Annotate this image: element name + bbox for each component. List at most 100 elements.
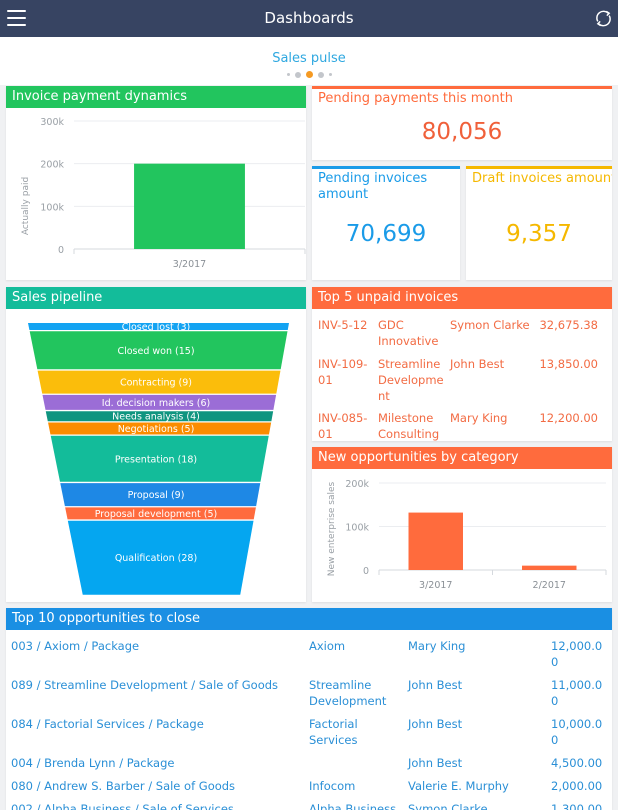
funnel-stage-label: Id. decision makers (6) bbox=[102, 398, 210, 409]
hamburger-menu-icon[interactable] bbox=[7, 10, 26, 26]
dashboard-header: Sales pulse bbox=[0, 37, 618, 85]
widget-title: Top 10 opportunities to close bbox=[6, 608, 612, 630]
bar[interactable] bbox=[408, 512, 463, 570]
opportunity-owner: Symon Clarke bbox=[408, 802, 488, 810]
bar[interactable] bbox=[134, 163, 245, 249]
funnel-stage[interactable] bbox=[29, 331, 288, 370]
sales-pipeline-funnel: Closed lost (3) Closed won (15) Contractin… bbox=[28, 322, 289, 595]
pending-invoices-widget[interactable]: Pending invoices amount 70,699 bbox=[312, 166, 460, 280]
metric-accent-bar bbox=[312, 166, 460, 169]
invoice-amount: 32,675.38 bbox=[539, 318, 598, 332]
funnel-stage[interactable] bbox=[67, 520, 254, 595]
opportunity-name[interactable]: 003 / Axiom / Package bbox=[11, 639, 140, 653]
funnel-stage-label: Presentation (18) bbox=[115, 454, 197, 465]
opportunity-name[interactable]: 084 / Factorial Services / Package bbox=[11, 717, 204, 731]
opportunity-account: Infocom bbox=[309, 779, 356, 793]
draft-invoices-widget[interactable]: Draft invoices amount 9,357 bbox=[466, 166, 612, 280]
opportunity-name[interactable]: 089 / Streamline Development / Sale of G… bbox=[11, 678, 279, 692]
opportunity-name[interactable]: 002 / Alpha Business / Sale of Services bbox=[11, 802, 234, 810]
widget-title: Top 5 unpaid invoices bbox=[312, 287, 612, 309]
opportunity-account: Alpha Business bbox=[309, 802, 397, 810]
invoice-owner: John Best bbox=[450, 357, 505, 371]
invoice-number: INV-085- 01 bbox=[318, 411, 368, 441]
top-unpaid-invoices-widget[interactable]: Top 5 unpaid invoices INV-5-12 GDC Innovat… bbox=[312, 287, 612, 441]
opportunity-owner: John Best bbox=[408, 717, 463, 731]
opportunity-amount: 12,000.0 0 bbox=[551, 639, 603, 669]
opportunity-account: Factorial Services bbox=[309, 717, 358, 747]
y-tick-label: 0 bbox=[58, 245, 64, 256]
opportunity-amount: 11,000.0 0 bbox=[551, 678, 603, 708]
x-tick-label: 2/2017 bbox=[533, 580, 566, 591]
metric-value: 80,056 bbox=[421, 119, 503, 145]
funnel-stage[interactable] bbox=[50, 435, 269, 482]
funnel-stage[interactable] bbox=[37, 370, 281, 394]
invoice-amount: 13,850.00 bbox=[539, 357, 598, 371]
widget-title: New opportunities by category bbox=[312, 447, 612, 469]
y-tick-label: 300k bbox=[40, 117, 64, 128]
page-dot[interactable] bbox=[328, 73, 332, 76]
metric-title: Pending invoices amount bbox=[318, 171, 428, 202]
widget-title: Sales pipeline bbox=[6, 287, 306, 309]
invoice-amount: 12,200.00 bbox=[539, 411, 598, 425]
page-dot-active[interactable] bbox=[305, 71, 313, 78]
invoice-owner: Mary King bbox=[450, 411, 508, 425]
opportunity-amount: 4,500.00 bbox=[551, 756, 603, 770]
bar[interactable] bbox=[522, 565, 577, 570]
invoice-account: GDC Innovative bbox=[378, 318, 439, 348]
y-tick-label: 100k bbox=[345, 523, 369, 534]
metric-value: 70,699 bbox=[345, 221, 427, 247]
funnel-stage[interactable] bbox=[28, 323, 289, 330]
funnel-stage-label: Proposal (9) bbox=[128, 490, 185, 501]
funnel-stage[interactable] bbox=[65, 507, 256, 520]
invoice-owner: Symon Clarke bbox=[450, 318, 530, 332]
page-dot[interactable] bbox=[294, 71, 301, 78]
widget-title: Invoice payment dynamics bbox=[6, 86, 306, 108]
opportunity-name[interactable]: 080 / Andrew S. Barber / Sale of Goods bbox=[11, 779, 236, 793]
metric-title: Pending payments this month bbox=[318, 91, 513, 106]
funnel-stage-label: Closed won (15) bbox=[117, 346, 194, 357]
y-tick-label: 100k bbox=[40, 202, 64, 213]
opportunity-amount: 2,000.00 bbox=[551, 779, 603, 793]
funnel-stage-label: Negotiations (5) bbox=[118, 424, 195, 435]
opportunity-owner: Mary King bbox=[408, 639, 466, 653]
metric-accent-bar bbox=[466, 166, 612, 169]
invoice-account: Streamline Developme nt bbox=[378, 357, 444, 403]
app-title: Dashboards bbox=[264, 9, 354, 27]
invoice-payment-chart: 0 100k 200k 300k 3/2017 Actually paid bbox=[21, 117, 306, 270]
y-axis-label: New enterprise sales bbox=[327, 481, 337, 576]
opportunity-owner: Valerie E. Murphy bbox=[408, 779, 509, 793]
pending-payments-widget[interactable]: Pending payments this month 80,056 bbox=[312, 86, 612, 160]
opportunity-owner: John Best bbox=[408, 756, 463, 770]
page-dot[interactable] bbox=[286, 73, 290, 76]
y-tick-label: 200k bbox=[40, 160, 64, 171]
page-indicator[interactable] bbox=[0, 71, 618, 78]
opportunity-amount: 10,000.0 0 bbox=[551, 717, 603, 747]
funnel-stage[interactable] bbox=[60, 483, 261, 507]
top-opportunities-widget[interactable]: Top 10 opportunities to close 003 / Axio… bbox=[6, 608, 612, 810]
funnel-stage[interactable] bbox=[45, 411, 274, 422]
dashboard-title: Sales pulse bbox=[272, 51, 346, 66]
opportunity-amount: 1,300.00 bbox=[551, 802, 603, 810]
funnel-stage-label: Contracting (9) bbox=[120, 378, 192, 389]
opportunity-name[interactable]: 004 / Brenda Lynn / Package bbox=[11, 756, 175, 770]
funnel-stage-label: Closed lost (3) bbox=[122, 322, 191, 333]
refresh-icon[interactable] bbox=[594, 9, 613, 28]
y-tick-label: 200k bbox=[345, 479, 369, 490]
y-axis-label: Actually paid bbox=[21, 177, 31, 235]
metric-title: Draft invoices amount bbox=[472, 171, 612, 186]
funnel-stage-label: Needs analysis (4) bbox=[112, 412, 200, 423]
invoice-payment-dynamics-widget[interactable]: Invoice payment dynamics 0 100k 200k 300k 3/… bbox=[6, 86, 306, 280]
sales-pipeline-widget[interactable]: Sales pipeline Closed lost (3) Closed won… bbox=[6, 287, 306, 602]
funnel-stage-label: Qualification (28) bbox=[115, 553, 197, 564]
funnel-stage[interactable] bbox=[42, 394, 277, 410]
unpaid-invoices-list: INV-5-12 GDC Innovative Symon Clarke 32,675.… bbox=[312, 309, 612, 441]
funnel-stage[interactable] bbox=[48, 422, 272, 435]
top-bar: Dashboards bbox=[0, 0, 618, 37]
x-tick-label: 3/2017 bbox=[173, 259, 206, 270]
invoice-number: INV-109- 01 bbox=[318, 357, 368, 387]
opportunity-account: Streamline Development bbox=[309, 678, 387, 708]
page-dot[interactable] bbox=[317, 71, 324, 78]
funnel-stage-label: Proposal development (5) bbox=[95, 509, 218, 520]
new-opportunities-widget[interactable]: New opportunities by category 0 100k 200k 3… bbox=[312, 447, 612, 602]
y-tick-label: 0 bbox=[363, 566, 369, 577]
